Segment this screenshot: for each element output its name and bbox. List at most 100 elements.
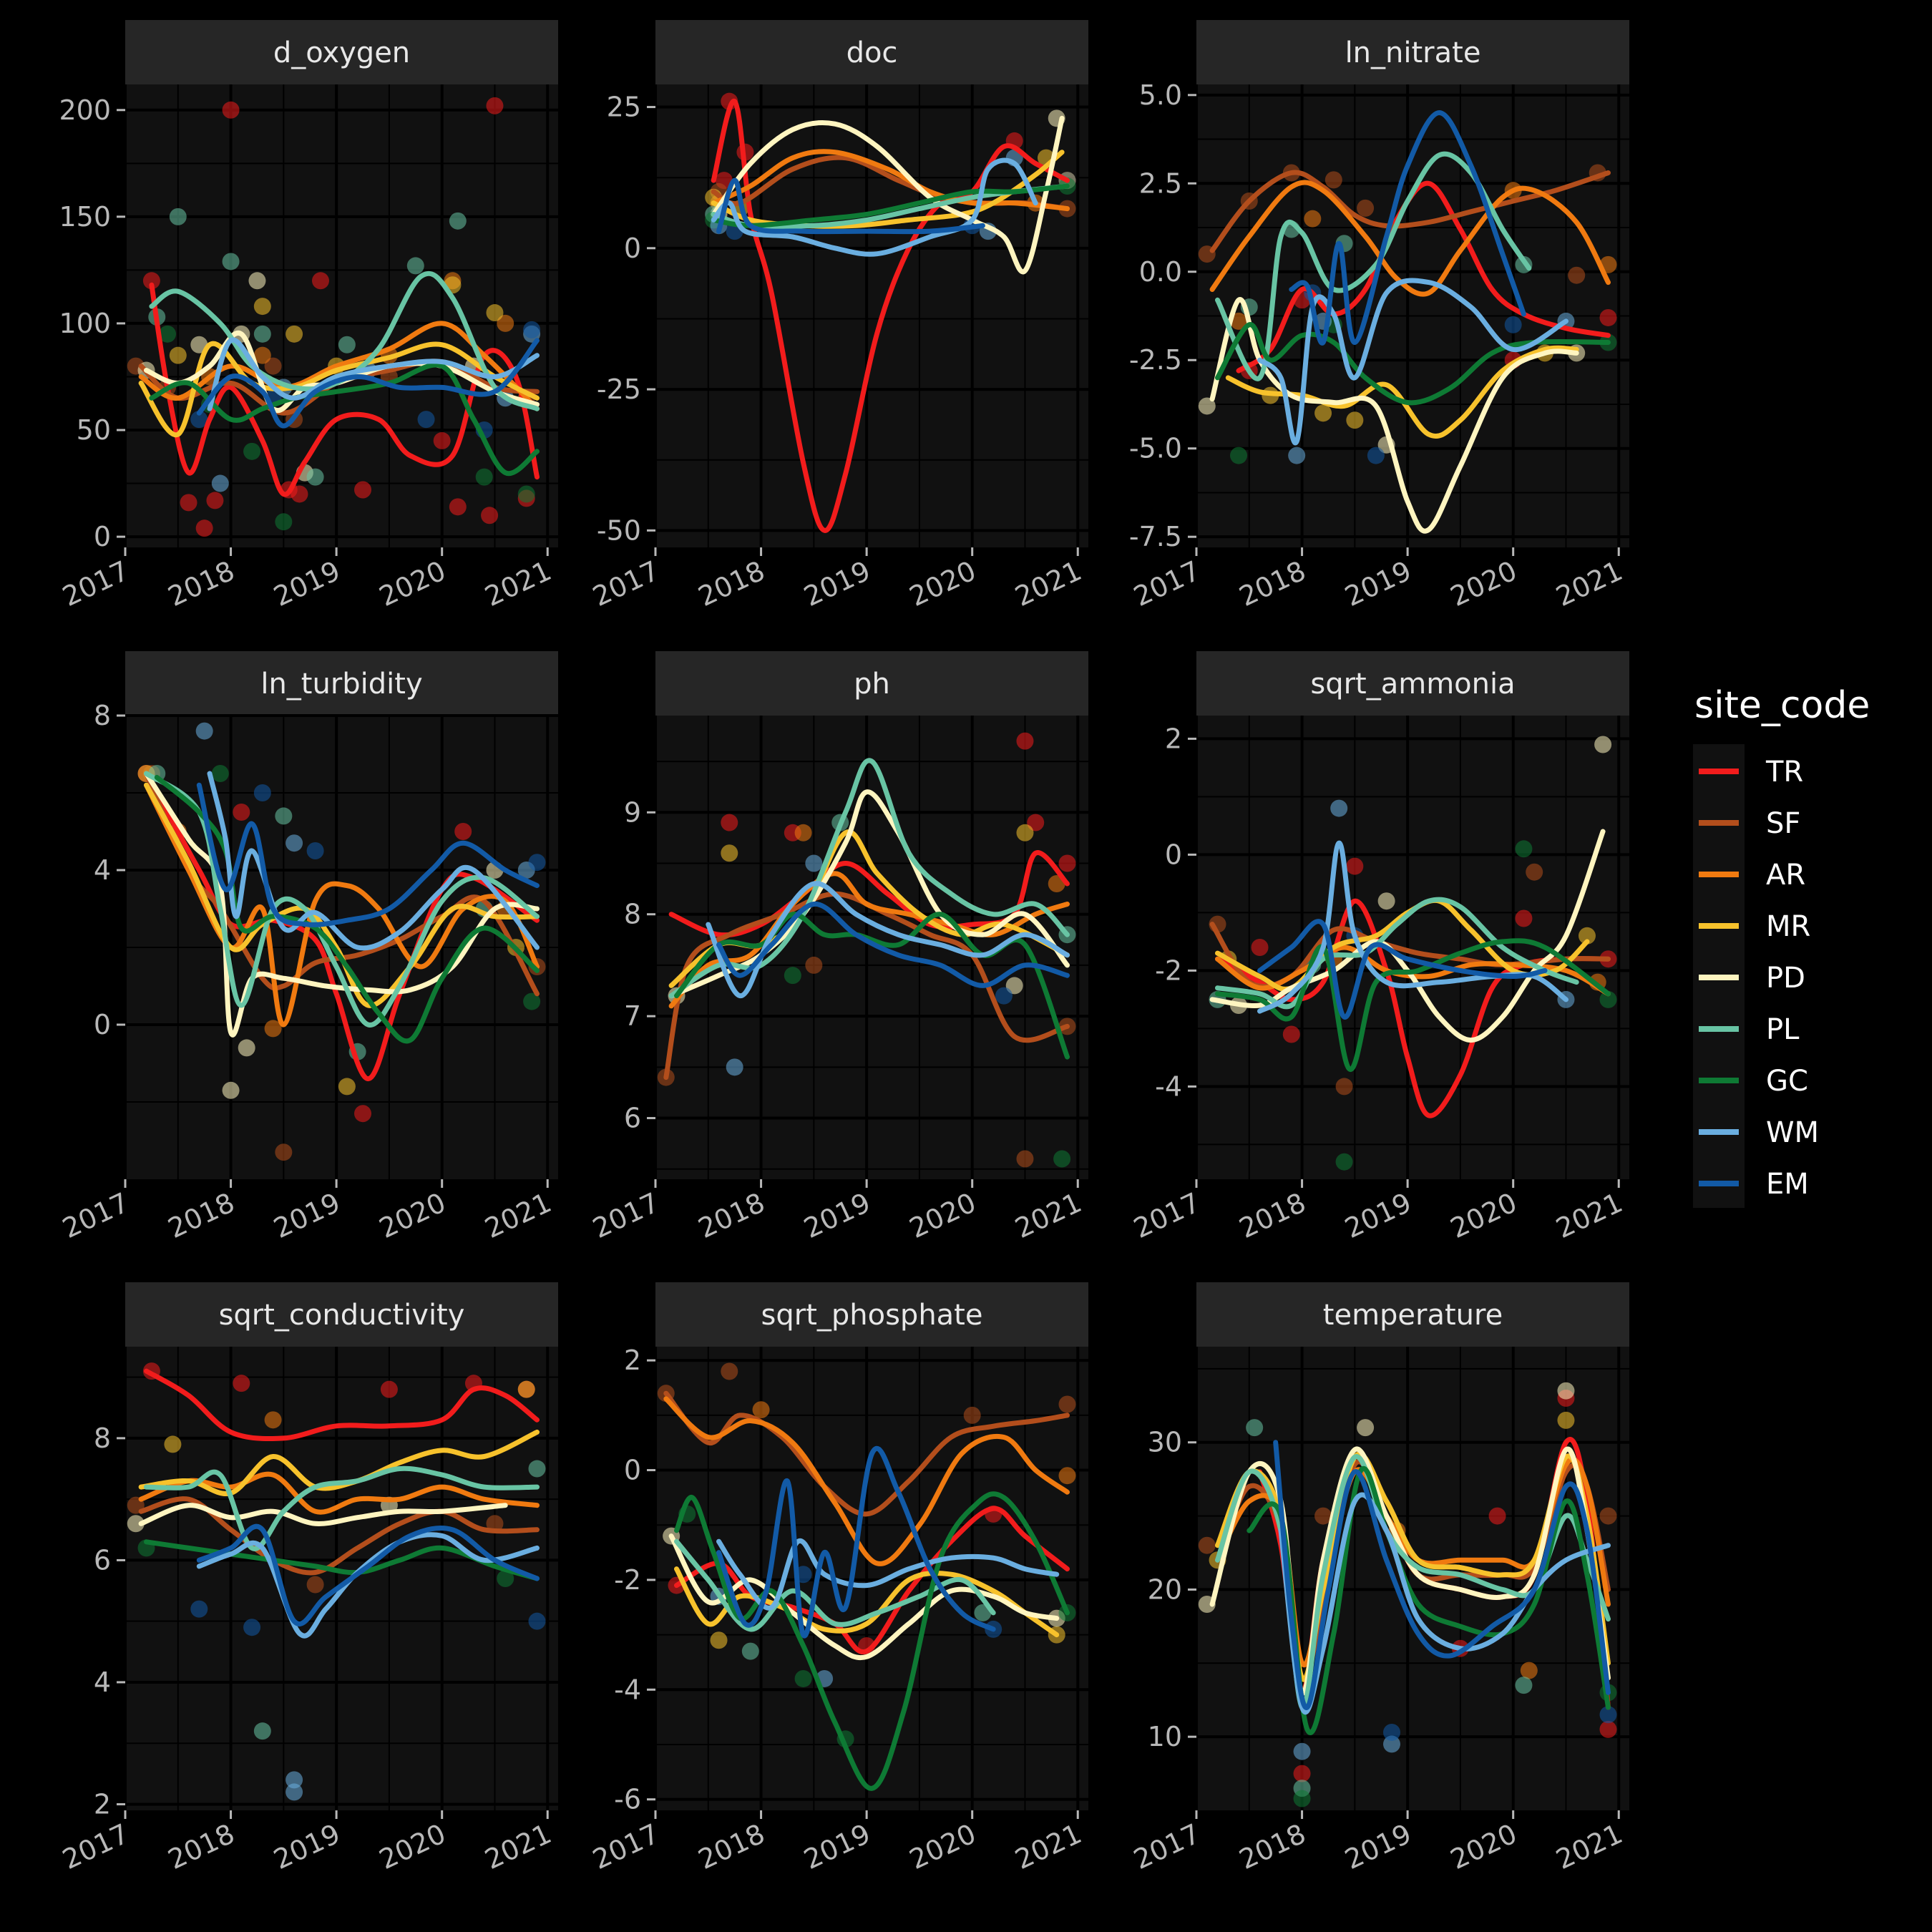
x-tick-label: 2021 [1551, 1818, 1627, 1875]
data-point-tr [1515, 909, 1533, 927]
data-point-tr [380, 1380, 398, 1398]
legend-item-gc: GC [1699, 1065, 1808, 1098]
data-point-pd [222, 1081, 240, 1099]
series-line-tr [674, 1506, 1070, 1655]
series-line-ar [1209, 180, 1611, 297]
panel-title: ln_turbidity [260, 668, 422, 701]
x-tick-label: 2017 [588, 1818, 664, 1875]
data-point-pl [406, 257, 424, 275]
panel-title: ph [854, 668, 890, 701]
series-line-gc [149, 362, 540, 477]
data-point-ar [264, 1020, 282, 1038]
x-tick-label: 2019 [799, 555, 875, 613]
y-tick-label: 0 [94, 1009, 111, 1040]
panel-temperature: temperature 2017 2018 2019 2020 2021 10 20 30 [1129, 1282, 1629, 1875]
data-point-pd [1377, 892, 1395, 910]
series-line-pl [144, 1465, 540, 1551]
data-point-mr [286, 325, 303, 343]
x-tick-label: 2021 [1551, 555, 1627, 613]
panel-doc: doc 2017 2018 2019 2020 2021 -50 -25 0 25 [588, 20, 1088, 613]
y-tick-label: 0 [624, 1455, 641, 1486]
series-line-wm [706, 881, 1070, 999]
series-line-wm [711, 157, 1038, 257]
y-tick-label: 5.0 [1139, 79, 1182, 111]
panel-title: temperature [1323, 1299, 1503, 1332]
data-point-tr [433, 431, 451, 449]
series-lines [144, 771, 540, 1082]
series-line-wm [1257, 278, 1568, 446]
data-point-sf [264, 357, 282, 375]
x-tick-label: 2021 [1010, 555, 1086, 613]
data-point-wm [286, 834, 303, 852]
data-point-pl [169, 208, 187, 225]
data-point-sf [1357, 199, 1375, 217]
data-point-ar [1520, 1662, 1538, 1679]
x-tick-label: 2020 [904, 555, 980, 613]
x-tick-label: 2019 [799, 1818, 875, 1875]
data-point-tr [1027, 814, 1045, 831]
data-point-pl [253, 325, 271, 343]
series-line-em [1257, 919, 1548, 1020]
series-line-em [196, 782, 540, 927]
series-line-ar [1215, 945, 1611, 997]
data-point-gc [1599, 990, 1617, 1008]
y-tick-label: 8 [94, 1423, 111, 1454]
series-lines [138, 270, 540, 497]
data-point-tr [1346, 857, 1364, 875]
series-line-pl [144, 771, 540, 1028]
series-line-em [196, 1523, 540, 1626]
data-point-mr [164, 1435, 182, 1453]
data-point-mr [1016, 824, 1034, 841]
panel-strip [125, 1282, 558, 1347]
legend-item-wm: WM [1699, 1116, 1819, 1149]
data-point-wm [211, 474, 229, 492]
panel-title: sqrt_phosphate [761, 1299, 983, 1332]
series-line-wm [196, 1532, 540, 1639]
panel-ph: ph 2017 2018 2019 2020 2021 6 7 8 9 [588, 651, 1088, 1244]
panel-background [125, 1347, 558, 1810]
x-tick-label: 2017 [1129, 1186, 1205, 1244]
data-point-tr [486, 97, 504, 114]
x-tick-label: 2018 [693, 555, 769, 613]
panel-sqrt-conductivity: sqrt_conductivity 2017 2018 2019 2020 2021 2 4 6… [58, 1282, 558, 1875]
series-lines [711, 99, 1070, 533]
series-line-wm [207, 337, 540, 411]
data-point-tr [481, 507, 499, 525]
data-point-pl [222, 253, 240, 270]
data-point-mr [253, 298, 271, 316]
x-tick-label: 2019 [269, 1186, 345, 1244]
y-tick-label: 0.0 [1139, 256, 1182, 288]
x-tick-label: 2020 [904, 1818, 980, 1875]
data-point-ar [794, 824, 812, 841]
series-line-em [1273, 1440, 1611, 1710]
data-point-wm [805, 854, 823, 872]
data-point-tr [1599, 308, 1617, 326]
x-tick-label: 2019 [1340, 1818, 1416, 1875]
series-lines [663, 758, 1070, 1080]
data-point-gc [159, 325, 177, 343]
panel-sqrt-phosphate: sqrt_phosphate 2017 2018 2019 2020 2021 -6 -4 -2… [588, 1282, 1088, 1875]
data-point-em [1367, 447, 1385, 464]
data-point-gc [1293, 1790, 1311, 1807]
panel-sqrt-ammonia: sqrt_ammonia 2017 2018 2019 2020 2021 -4 -2 0 2 [1129, 651, 1629, 1244]
data-point-sf [306, 1576, 324, 1594]
data-point-pd [1005, 977, 1023, 995]
series-line-em [716, 1445, 996, 1639]
panel-strip [655, 20, 1088, 84]
data-point-wm [195, 722, 213, 740]
legend-items: TR SF AR MR PD PL GC WM EM [1699, 756, 1819, 1201]
series-line-pd [1209, 829, 1606, 1043]
legend-item-pl: PL [1699, 1013, 1800, 1046]
x-tick-label: 2018 [163, 555, 239, 613]
series-line-mr [674, 1566, 1060, 1638]
data-point-pl [253, 1722, 271, 1740]
data-point-tr [233, 804, 250, 821]
data-point-tr [354, 481, 372, 499]
series-line-mr [138, 1429, 540, 1497]
data-point-em [523, 321, 541, 338]
series-line-gc [1215, 938, 1611, 1072]
y-tick-label: 30 [1148, 1427, 1182, 1458]
x-tick-label: 2020 [374, 1186, 450, 1244]
series-line-pl [1215, 897, 1579, 1010]
y-tick-label: 4 [94, 1667, 111, 1698]
